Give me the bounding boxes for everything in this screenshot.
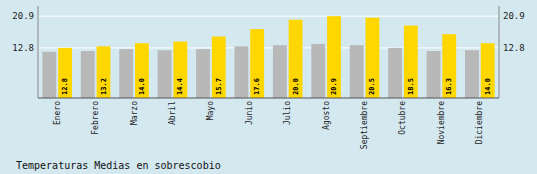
data-label: 20.9 (330, 78, 338, 95)
bar (58, 48, 72, 98)
x-tick-label: Noviembre (437, 101, 446, 145)
x-tick-label: Marzo (130, 101, 139, 125)
bar (311, 44, 325, 98)
y-tick-label: 20.9 (12, 11, 34, 21)
data-label: 14.4 (176, 78, 184, 95)
data-label: 16.3 (445, 78, 453, 95)
plot-area (38, 6, 499, 98)
bar (81, 51, 95, 98)
x-tick-label: Abril (168, 101, 177, 125)
chart: 12.8 13.2 14.0 14.4 15.7 17.6 20.0 20.9 20.5 18.5… (0, 0, 537, 174)
bar (173, 42, 187, 98)
data-label: 20.5 (368, 78, 376, 95)
bar (212, 37, 226, 98)
bar (465, 50, 479, 98)
bar (442, 34, 456, 98)
y-axis-line (38, 6, 39, 98)
data-label: 12.8 (61, 78, 69, 95)
bar (481, 43, 495, 98)
x-tick-label: Febrero (91, 101, 100, 135)
bar (388, 48, 402, 98)
x-tick-label: Diciembre (475, 101, 484, 145)
data-label: 13.2 (100, 78, 108, 95)
bar (235, 46, 249, 98)
bar (273, 45, 287, 98)
bar (350, 45, 364, 98)
title: Temperaturas Medias en sobrescobio (16, 160, 221, 171)
x-tick-label: Mayo (206, 101, 215, 120)
chart-container: 12.8 13.2 14.0 14.4 15.7 17.6 20.0 20.9 20.5 18.5… (0, 0, 537, 174)
data-label: 18.5 (407, 78, 415, 95)
bar (427, 51, 441, 98)
data-label: 15.7 (215, 78, 223, 95)
y2-tick-label: 20.9 (503, 11, 525, 21)
x-tick-label: Junio (245, 101, 254, 125)
bar (196, 49, 210, 98)
bar (135, 43, 149, 98)
x-tick-label: Agosto (322, 101, 331, 130)
bar (289, 20, 303, 98)
x-tick-label: Enero (53, 101, 62, 125)
x-tick-label: Octubre (398, 101, 407, 135)
bar (404, 26, 418, 98)
x-tick-label: Septiembre (360, 101, 369, 149)
y2-axis-line (499, 6, 500, 98)
bars (42, 16, 494, 98)
bar (327, 16, 341, 98)
data-label: 14.0 (138, 78, 146, 95)
bar (42, 52, 56, 98)
bar (250, 29, 264, 98)
bar (97, 46, 111, 98)
x-tick-label: Julio (283, 101, 292, 125)
data-label: 17.6 (253, 78, 261, 95)
y2-tick-label: 12.8 (503, 43, 525, 53)
grid-line (38, 16, 499, 17)
bar (366, 18, 380, 98)
baseline (38, 98, 499, 99)
y-tick-label: 12.8 (12, 43, 34, 53)
bar (119, 49, 133, 98)
data-label: 14.0 (484, 78, 492, 95)
bar (158, 50, 172, 98)
data-label: 20.0 (292, 78, 300, 95)
